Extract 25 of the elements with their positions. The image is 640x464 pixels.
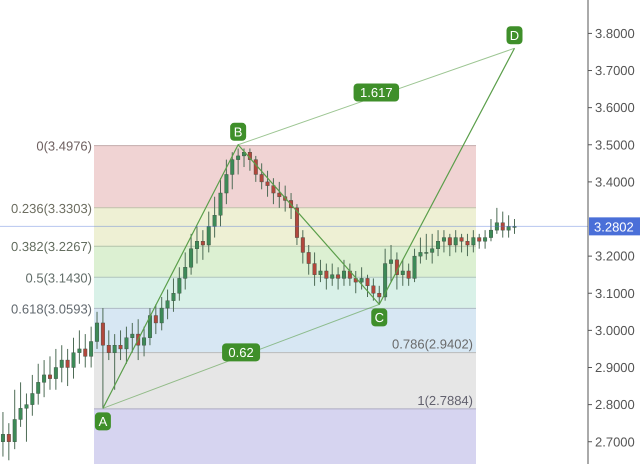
y-tick-label: 3.2000 (595, 248, 635, 264)
annotation: 0.62 (228, 344, 254, 360)
y-tick-label: 3.4000 (595, 174, 635, 190)
band-label: 0.236(3.3303) (11, 200, 92, 216)
annotation: A (98, 414, 108, 429)
y-tick-label: 3.1000 (595, 286, 635, 301)
band-label: 1(2.7884) (417, 392, 473, 408)
y-tick-label: 3.8000 (595, 26, 635, 41)
y-tick-label: 3.5000 (595, 137, 635, 152)
band-label: 0(3.4976) (36, 138, 92, 154)
band-label: 0.786(2.9402) (392, 336, 473, 352)
ref-line-label: 3.2802 (594, 219, 634, 234)
band-label: 0.5(3.1430) (26, 270, 92, 286)
annotation: C (374, 310, 384, 325)
y-tick-label: 3.0000 (595, 322, 635, 338)
annotation: D (510, 28, 520, 43)
annotation: 1.617 (360, 85, 393, 100)
y-tick-label: 2.8000 (595, 397, 635, 412)
y-tick-label: 3.6000 (595, 100, 635, 116)
y-tick-label: 3.7000 (595, 63, 635, 78)
band-label: 0.618(3.0593) (11, 301, 92, 316)
y-tick-label: 2.9000 (595, 360, 635, 376)
band-label: 0.382(3.2267) (11, 239, 92, 254)
annotation: B (234, 124, 242, 140)
y-tick-label: 2.7000 (595, 434, 635, 450)
